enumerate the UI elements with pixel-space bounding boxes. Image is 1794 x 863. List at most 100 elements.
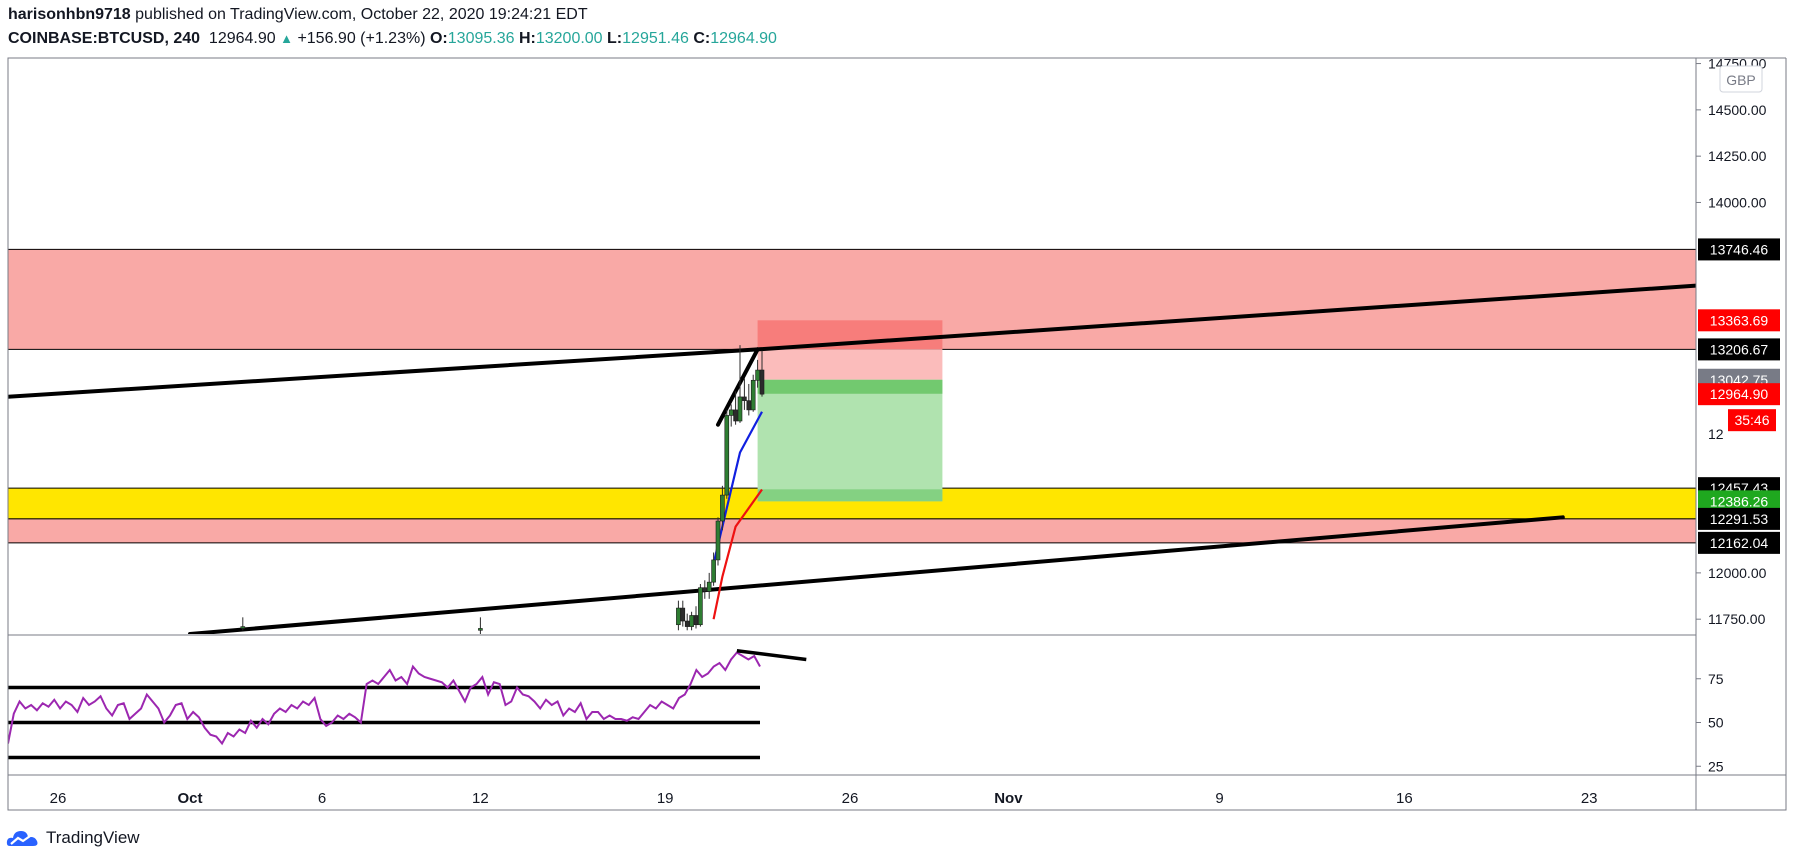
price-label-bg — [1728, 409, 1776, 432]
price-label-text: 13746.46 — [1710, 241, 1769, 257]
candle-body — [706, 581, 712, 592]
candle-body — [676, 607, 681, 626]
time-tick-label: 9 — [1215, 790, 1223, 807]
tradingview-logo[interactable]: TradingView — [6, 828, 140, 848]
rsi-pane[interactable] — [8, 649, 807, 760]
rsi-tick-label: 25 — [1708, 758, 1724, 774]
candle-body — [742, 396, 747, 401]
change-up-icon: ▲ — [280, 31, 293, 46]
candle — [715, 517, 721, 566]
time-tick-label: 26 — [842, 790, 859, 807]
entry-band — [757, 379, 943, 394]
trendline-2 — [716, 347, 760, 427]
candle-body — [715, 520, 721, 561]
price-label-bg — [1698, 309, 1780, 332]
candle-body — [733, 409, 738, 422]
price-change: +156.90 (+1.23%) — [297, 30, 426, 47]
time-tick-label: 19 — [657, 790, 674, 807]
chart-frame — [7, 57, 1787, 811]
publisher-name: harisonhbn9718 — [8, 6, 131, 23]
candle — [698, 583, 703, 627]
open-value: 13095.36 — [447, 30, 515, 47]
candle-body — [684, 620, 690, 627]
price-axis: 11750.00 12000.00 14000.00 14250.00 14500.00… — [1696, 56, 1780, 774]
time-tick-label: Nov — [994, 790, 1023, 807]
cloud-logo-icon — [6, 831, 38, 846]
low-value: 12951.46 — [622, 30, 689, 47]
brand-label: TradingView — [46, 828, 140, 847]
candle — [728, 404, 734, 427]
candle-body — [724, 415, 730, 496]
time-tick-label: 6 — [318, 790, 326, 807]
candle-body — [728, 409, 734, 416]
candle-body — [737, 396, 743, 422]
trendline-3 — [188, 515, 1565, 634]
time-tick-label: 23 — [1581, 790, 1598, 807]
candle-body — [759, 369, 765, 395]
target-zone — [757, 379, 943, 502]
candle-body — [693, 615, 699, 626]
time-tick-label: 26 — [50, 790, 67, 807]
trendline-1 — [755, 283, 1696, 352]
published-text: published on TradingView.com, October 22… — [130, 6, 588, 23]
price-label-tag: 13363.69 — [1698, 309, 1780, 332]
price-label-tag: 35:46 — [1728, 409, 1776, 432]
rsi-tick-label: 75 — [1708, 671, 1724, 687]
price-label-tag: 12291.53 — [1698, 507, 1780, 530]
candle — [733, 391, 738, 425]
close-value: 12964.90 — [710, 30, 777, 47]
open-label: O: — [429, 30, 448, 47]
time-tick-label: Oct — [177, 790, 202, 807]
price-label-tag: 12386.26 — [1698, 490, 1780, 513]
candle-body — [478, 628, 483, 631]
price-label-text: 12964.90 — [1710, 386, 1769, 402]
candle — [720, 485, 725, 531]
price-label-tag: 12162.04 — [1698, 531, 1780, 554]
candle — [742, 378, 747, 410]
price-label-text: 35:46 — [1734, 412, 1769, 428]
candle-body — [240, 626, 246, 629]
candle — [759, 350, 765, 397]
candle — [684, 613, 690, 631]
price-label-bg — [1698, 238, 1780, 261]
symbol-info: COINBASE:BTCUSD, 240 12964.90 ▲ +156.90 … — [8, 30, 777, 48]
price-label-bg — [1698, 383, 1780, 406]
candle — [706, 572, 712, 599]
price-tick-label: 14000.00 — [1708, 194, 1767, 210]
price-label-text: 12291.53 — [1710, 511, 1769, 527]
target-band — [757, 489, 943, 502]
low-label: L: — [607, 30, 623, 47]
price-label-text: 12162.04 — [1710, 535, 1769, 551]
rsi-tick-label: 50 — [1708, 715, 1724, 731]
price-tick-label: 14250.00 — [1708, 148, 1767, 164]
last-price: 12964.90 — [208, 30, 276, 47]
candle-body — [755, 369, 760, 381]
candle-body — [702, 587, 708, 592]
price-label-bg — [1698, 507, 1780, 530]
candle-body — [720, 494, 725, 522]
price-pane[interactable] — [5, 248, 1721, 634]
candle — [711, 552, 716, 586]
price-label-bg — [1698, 338, 1780, 361]
time-tick-label: 12 — [472, 790, 489, 807]
price-label-text: 12386.26 — [1710, 493, 1769, 509]
zone-support-red — [8, 518, 1696, 543]
high-value: 13200.00 — [535, 30, 603, 47]
currency-label: GBP — [1726, 72, 1756, 88]
candle — [478, 617, 483, 634]
candle — [750, 374, 756, 412]
publish-info: harisonhbn9718 published on TradingView.… — [8, 6, 588, 24]
candle — [724, 409, 730, 499]
symbol-label: COINBASE:BTCUSD, 240 — [8, 30, 201, 47]
price-label-bg — [1698, 531, 1780, 554]
price-label-tag: 13206.67 — [1698, 338, 1780, 361]
time-axis-border — [7, 774, 1787, 811]
ema-slow-line — [712, 488, 763, 620]
rsi-line — [8, 651, 761, 746]
stop-zone-inner — [757, 349, 943, 380]
price-tick-label: 11750.00 — [1708, 611, 1766, 627]
candle — [676, 600, 681, 631]
currency-button[interactable]: GBP — [1719, 65, 1763, 93]
candle-body — [698, 587, 703, 626]
